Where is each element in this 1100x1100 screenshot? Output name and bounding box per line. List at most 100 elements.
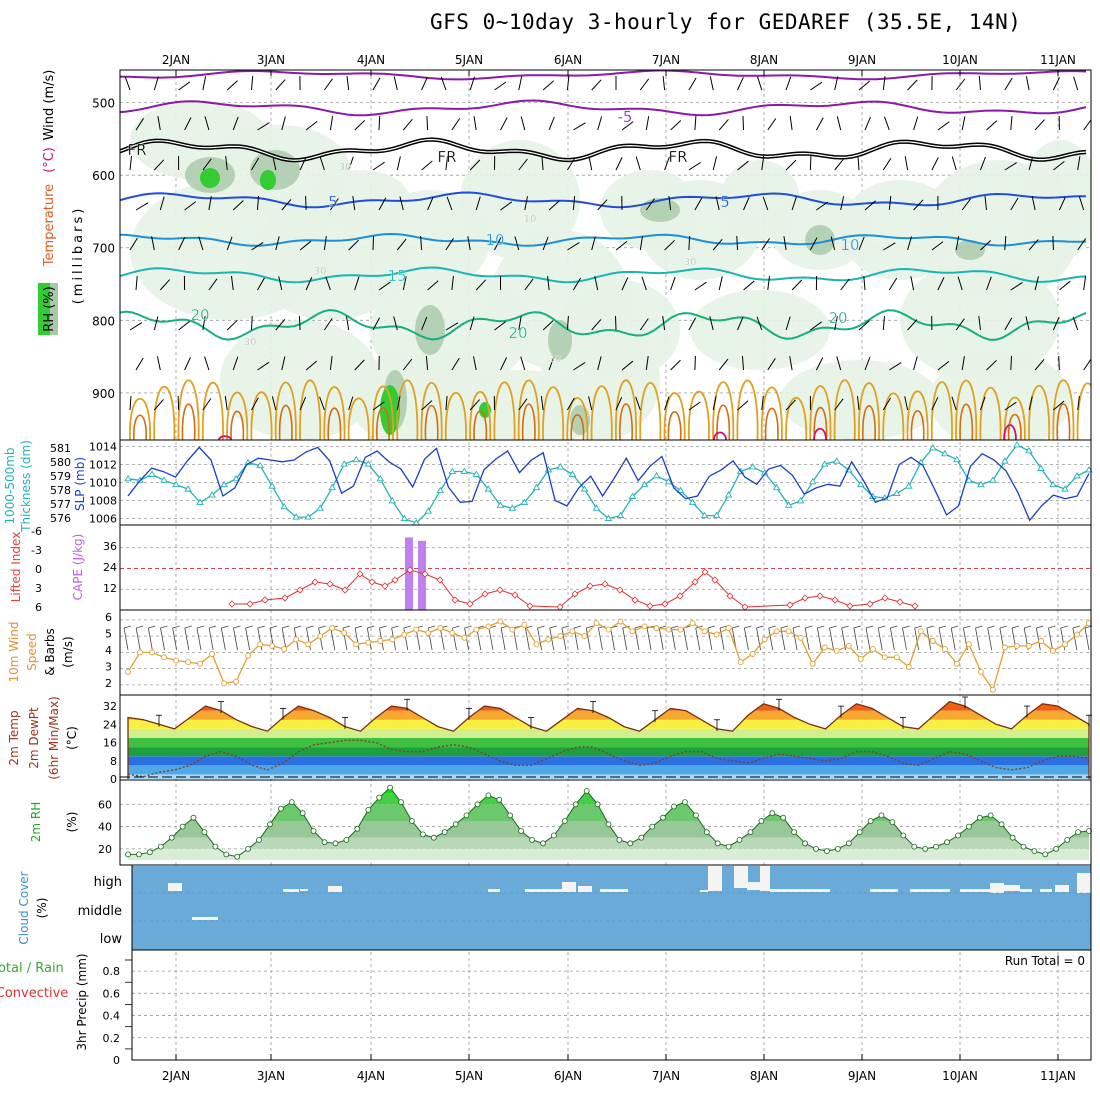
thickness-line-point bbox=[616, 511, 625, 519]
wind10-barb bbox=[488, 627, 494, 651]
wind10-barb bbox=[123, 627, 129, 651]
thickness-line-point bbox=[580, 485, 589, 492]
wind-barb bbox=[670, 120, 682, 131]
wind-barb bbox=[257, 277, 265, 291]
wind10-speed-line-point bbox=[401, 631, 408, 638]
thickness-line-point bbox=[700, 511, 709, 519]
wind-barb bbox=[566, 397, 575, 411]
isotherm-30 bbox=[667, 411, 682, 440]
rh-point bbox=[551, 832, 557, 839]
date-label-top: 4JAN bbox=[357, 53, 385, 67]
wind10-barb bbox=[220, 627, 226, 651]
wind-barb bbox=[597, 116, 603, 131]
isotherm-25 bbox=[1003, 396, 1026, 440]
wind10-barb-flag bbox=[975, 625, 983, 629]
wind-barb bbox=[645, 116, 650, 131]
wind10-barb-flag bbox=[573, 625, 582, 629]
rh-point bbox=[889, 819, 896, 825]
wind10-barb bbox=[816, 627, 822, 651]
cloud-cover-panel bbox=[132, 866, 1091, 950]
wind-barb bbox=[789, 116, 793, 131]
wind10-barb bbox=[634, 627, 640, 651]
thickness-line-point bbox=[316, 504, 324, 511]
wind10-barb-flag bbox=[245, 625, 253, 629]
wind10-barb-flag bbox=[756, 625, 764, 629]
wind-barb bbox=[129, 322, 143, 331]
wind-barb bbox=[737, 400, 749, 411]
isotherm-25 bbox=[663, 392, 686, 440]
wind10-speed-line-point bbox=[977, 668, 984, 675]
wind-barb bbox=[783, 236, 787, 251]
date-label-top: 10JAN bbox=[942, 53, 978, 67]
wind10-barb bbox=[160, 627, 165, 651]
temp-label: 2m DewPt bbox=[27, 707, 41, 769]
wind-barb bbox=[566, 315, 569, 331]
wind-barb bbox=[664, 396, 670, 411]
lifted-index-point bbox=[691, 578, 699, 586]
rh-point bbox=[594, 801, 601, 808]
isotherm-25 bbox=[129, 397, 151, 440]
precip-tick: 0.8 bbox=[103, 965, 121, 978]
wind-barb bbox=[1052, 235, 1054, 251]
wind10-speed-line-point bbox=[833, 647, 840, 654]
wind10-speed-line-point bbox=[149, 649, 155, 656]
wind-barb bbox=[641, 276, 647, 291]
wind-barb bbox=[718, 119, 729, 131]
lifted-index-point bbox=[526, 602, 534, 610]
wind10-barb-flag bbox=[671, 625, 679, 629]
isotherm-25 bbox=[955, 379, 978, 440]
rh-point bbox=[627, 840, 634, 847]
wind10-barb-flag bbox=[902, 625, 910, 629]
wind-barb bbox=[1073, 76, 1079, 91]
rh-point bbox=[976, 814, 983, 821]
slp-line bbox=[127, 446, 1090, 522]
wind10-barb bbox=[598, 627, 603, 651]
temp-band bbox=[128, 738, 1089, 748]
isotherm-30 bbox=[813, 407, 828, 440]
wind10-speed-line-point bbox=[677, 626, 684, 633]
wind-barb bbox=[809, 237, 818, 251]
wind-barb bbox=[494, 321, 507, 331]
wind-barb bbox=[445, 322, 459, 331]
wind-barb bbox=[931, 157, 939, 171]
isotherm-25 bbox=[833, 379, 856, 440]
thickness-label-2: Thickness (dm) bbox=[19, 440, 33, 533]
wind-barb bbox=[354, 119, 366, 131]
wind-barb bbox=[204, 356, 210, 371]
wind10-speed-line-point bbox=[893, 654, 900, 661]
wind10-barb bbox=[865, 627, 871, 651]
panel-frame-precip bbox=[131, 949, 1092, 1061]
wind-barb bbox=[547, 276, 550, 291]
thickness-tick: 577 bbox=[50, 498, 71, 511]
wind-barb bbox=[451, 276, 454, 291]
wind10-speed-line-point bbox=[653, 625, 660, 631]
rh-point bbox=[813, 846, 819, 852]
wind-barb bbox=[882, 397, 891, 411]
wind-barb bbox=[785, 76, 792, 91]
wind-barb bbox=[670, 276, 676, 291]
slp-tick: 1010 bbox=[89, 477, 117, 490]
lifted-index-point bbox=[228, 600, 236, 608]
rh-point bbox=[736, 837, 743, 843]
wind10-barb-flag bbox=[342, 625, 351, 629]
isotherm-25 bbox=[517, 379, 540, 440]
wind10-barb bbox=[950, 627, 956, 651]
wind-barb bbox=[588, 396, 593, 411]
rh-point bbox=[1009, 834, 1016, 841]
wind-barb bbox=[688, 235, 691, 251]
wind-barb bbox=[548, 200, 560, 211]
rh-point bbox=[168, 834, 175, 841]
lifted-index-point bbox=[326, 580, 334, 588]
wind10-speed-line-point bbox=[905, 664, 912, 670]
lifted-index-point bbox=[816, 592, 824, 600]
date-label-bottom: 2JAN bbox=[162, 1069, 190, 1083]
wind-barb bbox=[224, 396, 228, 411]
wind10-speed-line-point bbox=[293, 636, 300, 643]
wind-barb bbox=[588, 156, 593, 171]
wind-barb bbox=[153, 399, 164, 411]
thickness-line-point bbox=[893, 489, 901, 496]
thickness-line-point bbox=[196, 498, 204, 505]
wind-barb bbox=[346, 76, 350, 91]
wind-barb bbox=[931, 241, 944, 251]
wind-barb bbox=[834, 158, 844, 171]
